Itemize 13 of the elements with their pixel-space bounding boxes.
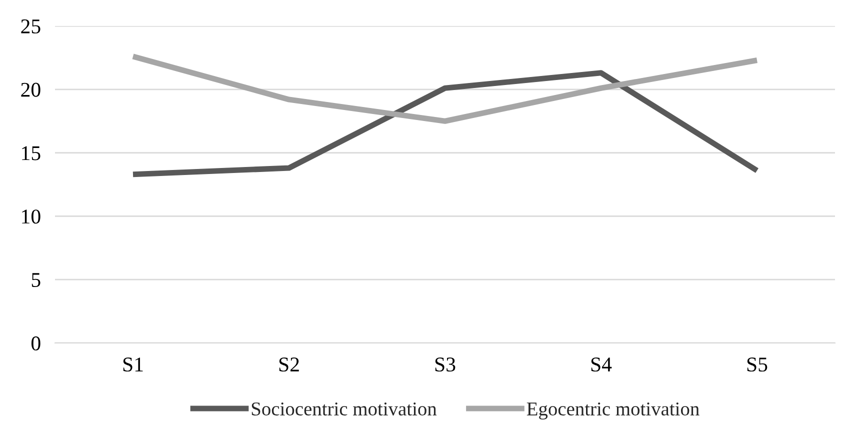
x-tick-label: S4 [591, 358, 612, 372]
legend-label: Egocentric motivation [526, 402, 700, 420]
x-tick-label: S2 [279, 358, 299, 372]
y-tick-label: 20 [21, 82, 40, 97]
y-tick-label: 5 [32, 273, 40, 288]
y-tick-label: 10 [22, 210, 40, 224]
legend-label: Sociocentric motivation [252, 402, 437, 416]
x-tick-label: S5 [747, 358, 768, 372]
x-tick-label: S1 [123, 358, 143, 372]
y-tick-label: 0 [31, 336, 40, 350]
x-tick-label: S3 [435, 358, 456, 372]
y-tick-label: 25 [21, 19, 40, 34]
y-tick-label: 15 [22, 146, 40, 160]
